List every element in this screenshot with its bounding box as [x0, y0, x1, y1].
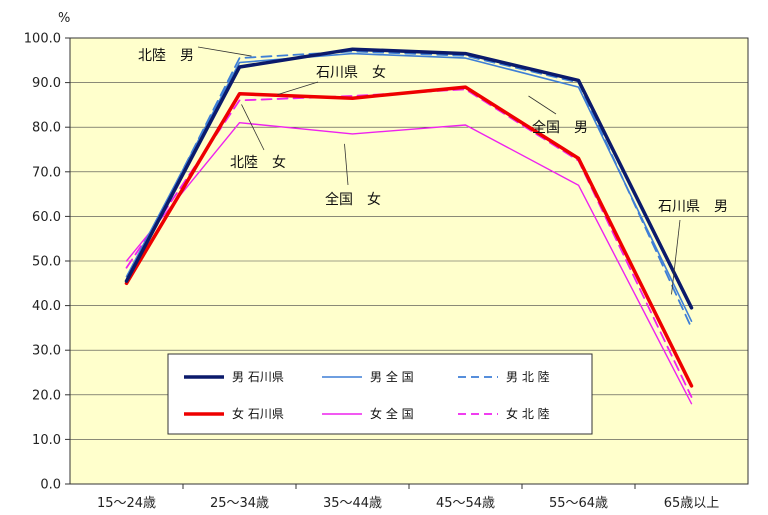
y-tick-label: 70.0	[32, 165, 61, 180]
series-line	[125, 121, 693, 405]
y-tick-label: 30.0	[32, 344, 61, 359]
legend-label: 女 石川県	[232, 406, 284, 421]
annotation-label: 石川県 女	[316, 64, 386, 81]
y-axis-unit: %	[58, 11, 70, 26]
legend-label: 女 全 国	[370, 406, 414, 421]
y-tick-label: 50.0	[32, 255, 61, 270]
annotation-leader	[197, 46, 252, 57]
y-tick-label: 40.0	[32, 299, 61, 314]
legend-label: 男 北 陸	[506, 370, 550, 384]
x-tick-label: 55～64歳	[549, 496, 608, 511]
annotation-leader	[277, 81, 319, 96]
legend-label: 男 石川県	[232, 370, 284, 384]
series-line	[124, 85, 694, 388]
x-tick-label: 15～24歳	[97, 496, 156, 511]
annotation-label: 全国 男	[532, 119, 588, 136]
y-tick-label: 60.0	[32, 210, 61, 225]
series-line	[125, 52, 693, 323]
y-tick-label: 100.0	[24, 32, 61, 47]
x-tick-label: 35～44歳	[323, 496, 382, 511]
annotation-label: 北陸 女	[230, 154, 286, 171]
y-tick-label: 10.0	[32, 433, 61, 448]
annotation-leader	[528, 95, 557, 115]
annotation-label: 北陸 男	[138, 48, 194, 64]
y-tick-label: 0.0	[40, 478, 61, 493]
annotation-leader	[671, 219, 681, 295]
x-axis: 15～24歳 25～34歳 35～44歳 45～54歳 55～64歳 65歳以上	[97, 484, 719, 511]
y-tick-label: 20.0	[32, 388, 61, 403]
annotation-leader	[344, 143, 349, 186]
annotation-label: 石川県 男	[658, 199, 728, 215]
y-axis: 0.0 10.0 20.0 30.0 40.0 50.0 60.0 70.0 80.0 90.0 1…	[24, 32, 70, 493]
annotation-label: 全国 女	[325, 191, 381, 208]
x-tick-label: 65歳以上	[664, 496, 720, 511]
legend-label: 女 北 陸	[506, 406, 550, 421]
y-tick-label: 80.0	[32, 121, 61, 136]
plot-border	[69, 37, 749, 485]
series-line	[125, 50, 693, 329]
y-tick-label: 90.0	[32, 76, 61, 91]
legend-box	[167, 353, 593, 435]
series-line	[124, 47, 694, 310]
legend: 男 石川県 男 全 国 男 北 陸女 石川県 女 全 国 女 北 陸	[167, 353, 593, 435]
x-tick-label: 45～54歳	[436, 496, 495, 511]
x-tick-label: 25～34歳	[210, 496, 269, 511]
legend-label: 男 全 国	[370, 369, 414, 384]
annotation-leader	[241, 104, 265, 151]
series-lines	[124, 47, 694, 405]
